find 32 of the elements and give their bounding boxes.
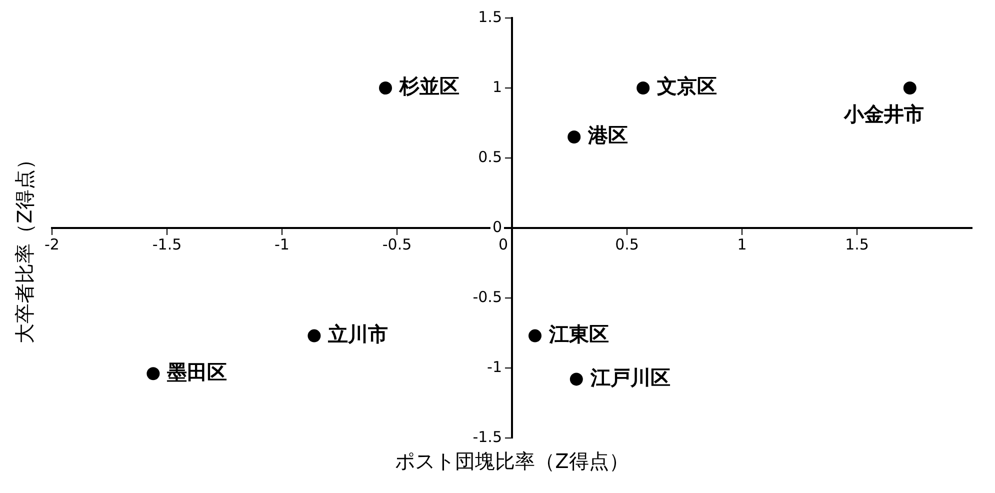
y-tick-label: -0.5 (472, 288, 502, 306)
annotation: 江東区 (548, 322, 609, 346)
x-axis-title: ポスト団塊比率（Z得点） (394, 448, 630, 475)
point (903, 82, 916, 94)
annotation: 文京区 (656, 74, 718, 98)
x-tick-label: -2 (44, 235, 60, 254)
y-tick-label: 1.5 (478, 8, 502, 26)
point (308, 329, 321, 342)
y-tick-label: -1.5 (472, 428, 502, 446)
y-tick-label: -1 (487, 358, 502, 376)
x-tick-label: -1.5 (152, 235, 182, 254)
point (379, 82, 392, 94)
y-axis-title: 大卒者比率（Z得点） (12, 150, 38, 344)
x-tick-label: -0.5 (382, 235, 412, 254)
y-tick-label: 1 (492, 78, 502, 96)
x-tick-label: 1.5 (845, 235, 869, 254)
annotation: 立川市 (327, 322, 388, 346)
annotation: 港区 (587, 123, 628, 148)
x-tick-label: 0.5 (615, 235, 639, 254)
y-tick-label: 0 (492, 218, 502, 236)
annotation: 江戸川区 (589, 365, 670, 390)
point (570, 372, 583, 386)
annotation: 杉並区 (398, 74, 460, 98)
y-tick-label: 0.5 (478, 148, 502, 166)
point (568, 130, 581, 144)
x-tick-label: -1 (274, 235, 290, 254)
annotation: 墨田区 (166, 360, 228, 384)
point (146, 367, 160, 380)
point (528, 329, 542, 342)
x-tick-label: 1 (737, 235, 747, 254)
point (636, 82, 650, 94)
annotation: 小金井市 (842, 102, 924, 126)
